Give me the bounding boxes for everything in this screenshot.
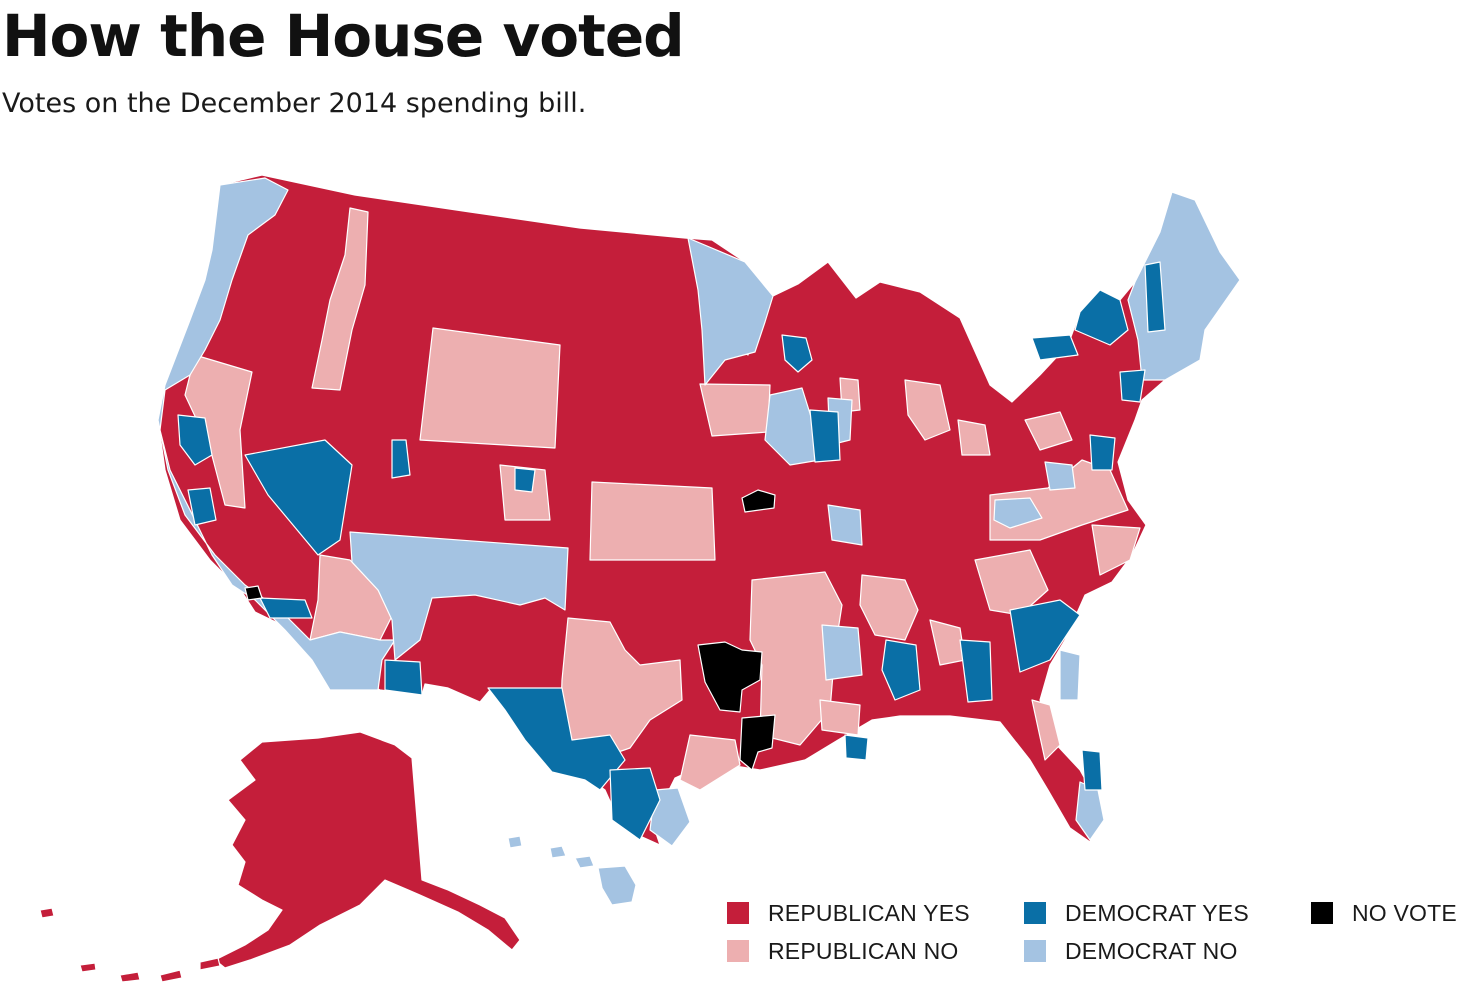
district-group-wisconsin-milwaukee [781,334,813,373]
district-group-california-bay [177,414,213,466]
district-group-texas-south [487,687,626,791]
district-group-colorado-east [499,464,551,521]
lower-48-states [157,174,1241,847]
page-title: How the House voted [2,2,685,70]
district-group-kansas [589,481,716,561]
legend-item-no-vote: NO VOTE [1311,896,1457,930]
district-group-florida-west [1031,699,1061,761]
alaska-mainland [214,731,521,969]
district-group-no-vote-california [244,585,263,601]
district-group-nevada [244,439,353,556]
legend-item-republican-yes: REPUBLICAN YES [727,896,970,930]
district-group-maine-vermont [1144,261,1166,333]
district-group-georgia-atlanta [881,639,921,701]
legend-label: DEMOCRAT YES [1065,899,1249,926]
district-group-ohio [904,379,951,441]
district-group-maryland [1089,434,1116,471]
alaska [39,731,521,983]
legend-label: REPUBLICAN YES [768,899,970,926]
district-group-pennsylvania [1024,411,1073,451]
alaska-aleutians [39,907,221,983]
district-group-california-south [259,597,313,619]
district-group-no-vote-missouri [741,489,776,513]
district-group-illinois-chicago [809,409,841,463]
district-group-washington-oregon-coast [157,177,396,691]
legend-label: REPUBLICAN NO [768,937,959,964]
district-group-idaho [311,207,369,391]
district-group-kentucky-east [993,497,1043,529]
legend-item-democrat-yes: DEMOCRAT YES [1024,896,1249,930]
hawaii [507,835,637,906]
district-group-new-jersey [1119,369,1146,403]
district-group-louisiana-north [819,699,861,736]
no-vote-swatch [1311,902,1333,924]
district-group-georgia-east [1059,649,1081,701]
district-group-new-york-north [1074,289,1129,346]
district-group-tennessee [827,504,863,546]
district-group-nevada-north [184,354,253,509]
district-group-georgia-south [959,639,993,703]
legend: REPUBLICAN YES REPUBLICAN NO DEMOCRAT YE… [727,896,1477,976]
republican-no-swatch [727,940,749,962]
district-group-florida-east [1081,749,1103,791]
district-group-wyoming [419,327,561,449]
district-group-arizona-south [384,659,423,696]
legend-label: NO VOTE [1352,899,1457,926]
district-group-alabama [859,574,919,641]
democrat-yes-swatch [1024,902,1046,924]
district-group-colorado-denver [514,467,536,493]
district-group-minnesota-north [687,237,774,386]
district-group-nc-east [1091,524,1141,576]
hawaii-islands [507,835,637,906]
district-group-california-central [187,487,217,526]
district-group-carolina-coast [1009,599,1081,673]
legend-item-republican-no: REPUBLICAN NO [727,934,958,968]
district-group-utah-salt-lake [391,439,411,479]
page-subtitle: Votes on the December 2014 spending bill… [2,88,587,119]
district-group-mississippi [821,624,863,681]
district-group-texas-rio [609,767,661,841]
republican-yes-swatch [727,902,749,924]
district-group-no-vote-louisiana [739,714,776,771]
district-group-iowa [699,383,771,437]
district-group-virginia-west [1044,461,1076,491]
district-group-new-england [1127,191,1241,381]
democrat-no-swatch [1024,940,1046,962]
district-group-no-vote-texas-north [697,641,763,713]
district-group-indiana [957,419,991,456]
district-group-ohio-cleveland [1031,334,1079,361]
district-group-mississippi-delta [844,734,869,761]
district-group-texas-coast [649,787,691,847]
district-group-carolinas [974,549,1049,616]
legend-label: DEMOCRAT NO [1065,937,1238,964]
district-group-new-mexico-arizona [349,531,569,661]
legend-item-democrat-no: DEMOCRAT NO [1024,934,1238,968]
district-group-texas-east [679,734,741,791]
